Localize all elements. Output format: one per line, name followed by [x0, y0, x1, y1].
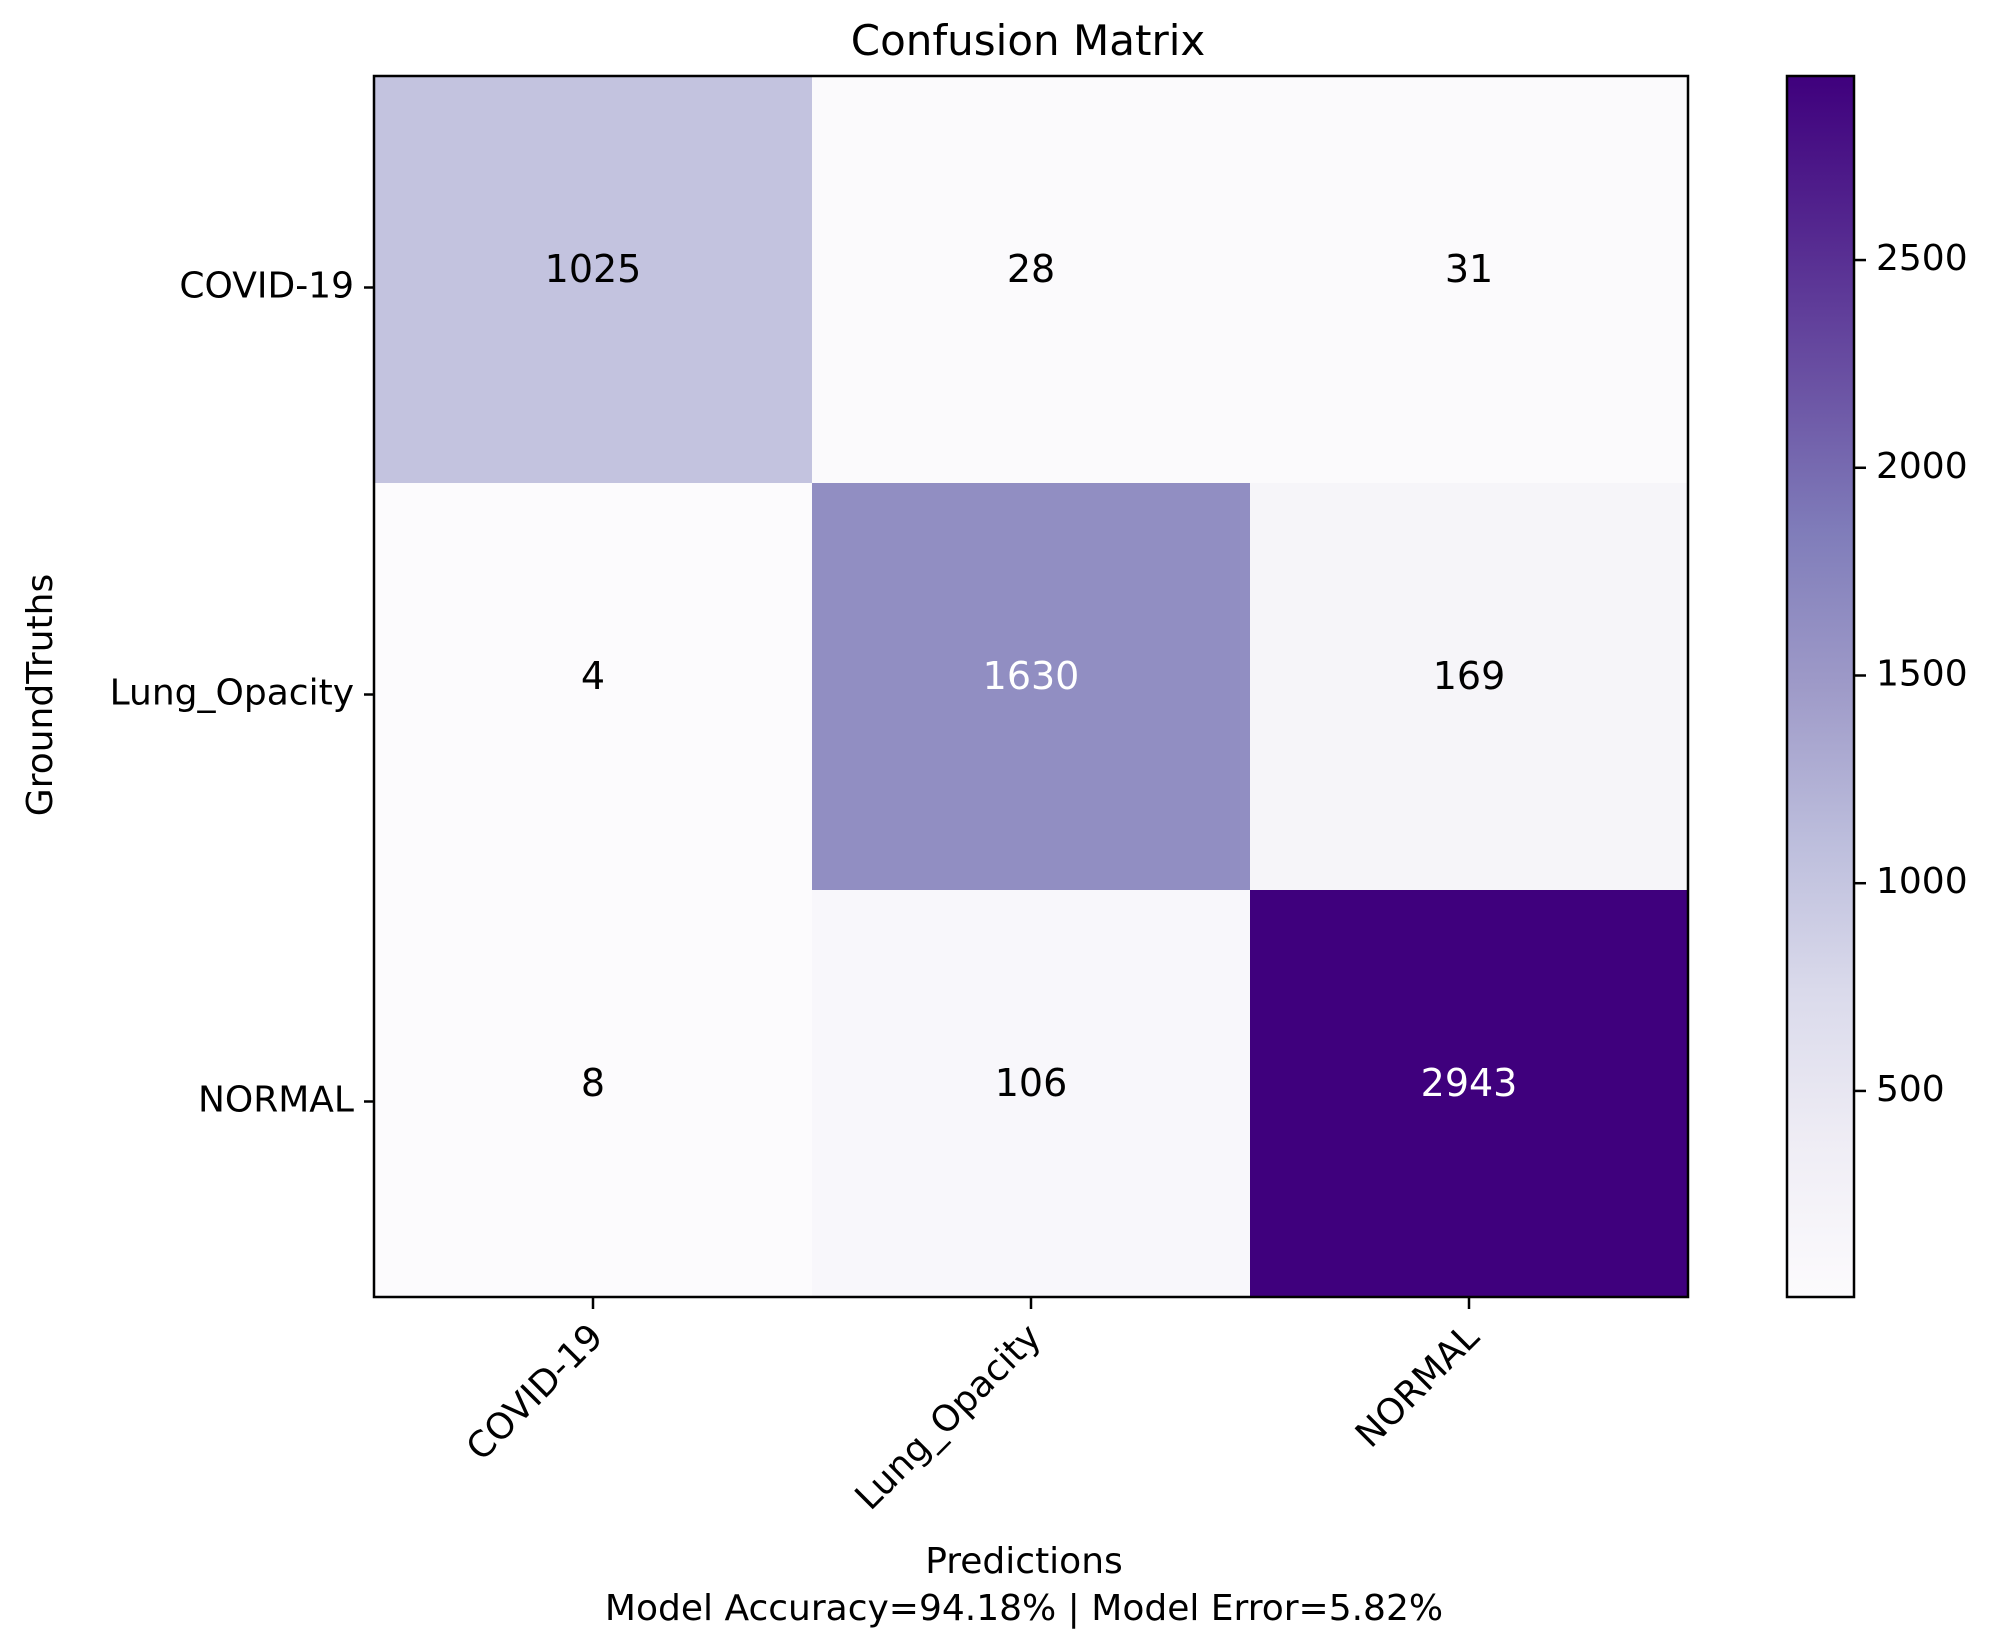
x-tick-label: Lung_Opacity — [848, 1316, 1050, 1518]
colorbar-tick-label: 1500 — [1876, 653, 1968, 694]
heatmap-cell — [374, 483, 813, 891]
cell-value-label: 1630 — [983, 654, 1080, 698]
y-tick-label: NORMAL — [198, 1080, 354, 1121]
cell-value-label: 106 — [995, 1061, 1068, 1105]
colorbar-tick-label: 500 — [1876, 1069, 1945, 1110]
x-axis-ticks: COVID-19 Lung_Opacity NORMAL — [459, 1297, 1487, 1518]
heatmap-cell — [1250, 76, 1689, 484]
heatmap-cell-labels: 1025 28 31 4 1630 169 8 106 2943 — [545, 247, 1518, 1105]
colorbar-tick-label: 2500 — [1876, 238, 1968, 279]
y-tick-label: COVID-19 — [179, 266, 354, 307]
colorbar-tick-label: 1000 — [1876, 861, 1968, 902]
cell-value-label: 31 — [1445, 247, 1493, 291]
x-axis-label: Predictions — [925, 1541, 1123, 1582]
cell-value-label: 8 — [581, 1061, 605, 1105]
x-tick-label: COVID-19 — [459, 1316, 611, 1468]
y-tick-label: Lung_Opacity — [110, 673, 354, 714]
heatmap-cell — [1250, 890, 1689, 1298]
y-axis-ticks: COVID-19 Lung_Opacity NORMAL — [110, 266, 374, 1121]
cell-value-label: 169 — [1433, 654, 1506, 698]
colorbar-tick-label: 2000 — [1876, 446, 1968, 487]
heatmap-cell — [812, 483, 1251, 891]
colorbar — [1785, 74, 1856, 1299]
chart-title: Confusion Matrix — [851, 16, 1206, 65]
heatmap-cell — [374, 76, 813, 484]
cell-value-label: 28 — [1007, 247, 1055, 291]
colorbar-ticks: 500 1000 1500 2000 2500 — [1854, 238, 1968, 1110]
y-axis-label: GroundTruths — [20, 574, 61, 816]
heatmap-cell — [1250, 483, 1689, 891]
cell-value-label: 2943 — [1421, 1061, 1518, 1105]
heatmap-cell — [812, 76, 1251, 484]
x-tick-label: NORMAL — [1348, 1316, 1487, 1455]
heatmap-cell — [812, 890, 1251, 1298]
cell-value-label: 1025 — [545, 247, 642, 291]
heatmap-cells — [374, 76, 1689, 1298]
model-accuracy-footer: Model Accuracy=94.18% | Model Error=5.82… — [605, 1588, 1443, 1629]
cell-value-label: 4 — [581, 654, 605, 698]
heatmap-cell — [374, 890, 813, 1298]
